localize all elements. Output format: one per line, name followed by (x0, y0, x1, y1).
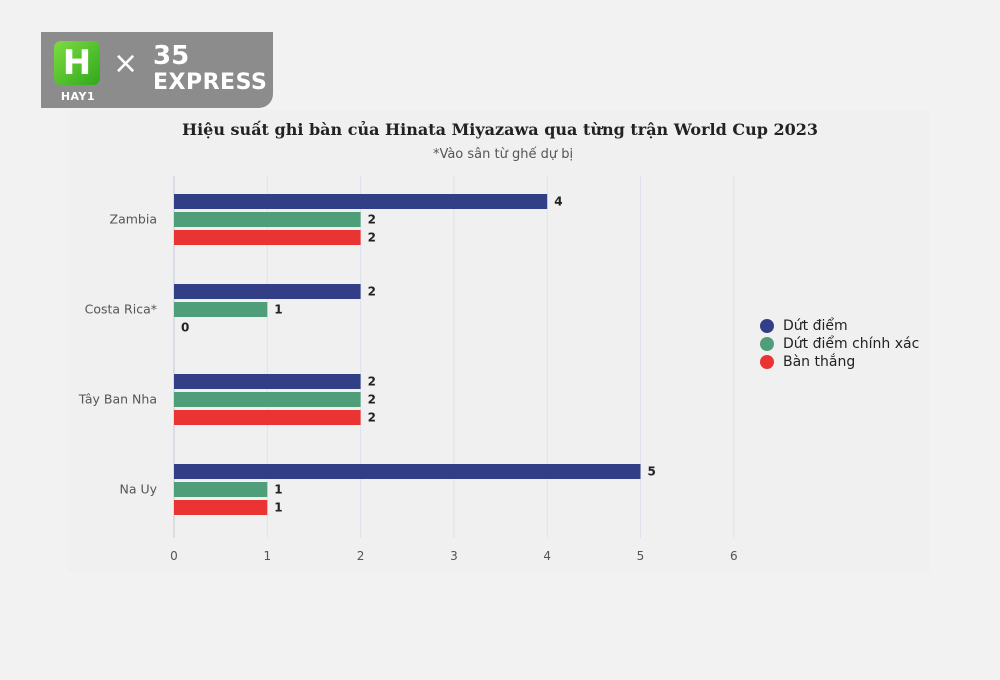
hay1-logo-text: HAY1 (60, 90, 96, 103)
legend-marker-icon (760, 337, 774, 351)
bar (174, 284, 361, 299)
bar (174, 374, 361, 389)
category-label: Costa Rica* (85, 302, 157, 317)
data-label: 2 (368, 411, 376, 425)
data-label: 1 (274, 501, 282, 515)
x-tick-label: 5 (637, 549, 645, 563)
x-tick-label: 6 (730, 549, 738, 563)
legend-item[interactable]: Bàn thắng (760, 353, 919, 371)
x-tick-label: 3 (450, 549, 458, 563)
bar (174, 410, 361, 425)
legend-label: Dứt điểm chính xác (783, 336, 920, 352)
data-label: 0 (181, 321, 189, 335)
legend-label: Bàn thắng (783, 354, 856, 370)
legend-item[interactable]: Dứt điểm chính xác (760, 335, 919, 353)
data-label: 5 (648, 465, 656, 479)
category-label: Zambia (110, 212, 157, 227)
bar (174, 194, 548, 209)
bar (174, 392, 361, 407)
x-tick-label: 1 (263, 549, 271, 563)
brand-logo: H HAY1 × 35 EXPRESS (41, 32, 273, 108)
bar (174, 230, 361, 245)
data-label: 2 (368, 285, 376, 299)
chart-subtitle: *Vào sân từ ghế dự bị (432, 147, 574, 162)
data-label: 2 (368, 213, 376, 227)
data-label: 2 (368, 231, 376, 245)
data-label: 1 (274, 303, 282, 317)
bar (174, 482, 268, 497)
data-label: 4 (554, 195, 562, 209)
bar (174, 212, 361, 227)
chart-title: Hiệu suất ghi bàn của Hinata Miyazawa qu… (181, 120, 819, 139)
x-tick-label: 2 (357, 549, 365, 563)
x-tick-label: 0 (170, 549, 178, 563)
legend-label: Dứt điểm (783, 318, 848, 334)
legend-item[interactable]: Dứt điểm (760, 317, 919, 335)
express-logo-word: EXPRESS (153, 70, 268, 95)
hay1-logo-icon: H (54, 41, 100, 85)
chart-legend: Dứt điểm Dứt điểm chính xác Bàn thắng (760, 317, 919, 371)
x-tick-label: 4 (543, 549, 551, 563)
legend-marker-icon (760, 319, 774, 333)
data-label: 2 (368, 375, 376, 389)
bar (174, 464, 641, 479)
legend-marker-icon (760, 355, 774, 369)
bar (174, 302, 268, 317)
data-label: 1 (274, 483, 282, 497)
logo-separator: × (113, 46, 139, 81)
express-logo-number: 35 (153, 41, 190, 71)
category-label: Tây Ban Nha (78, 392, 157, 407)
category-label: Na Uy (119, 482, 157, 497)
data-label: 2 (368, 393, 376, 407)
bar (174, 500, 268, 515)
